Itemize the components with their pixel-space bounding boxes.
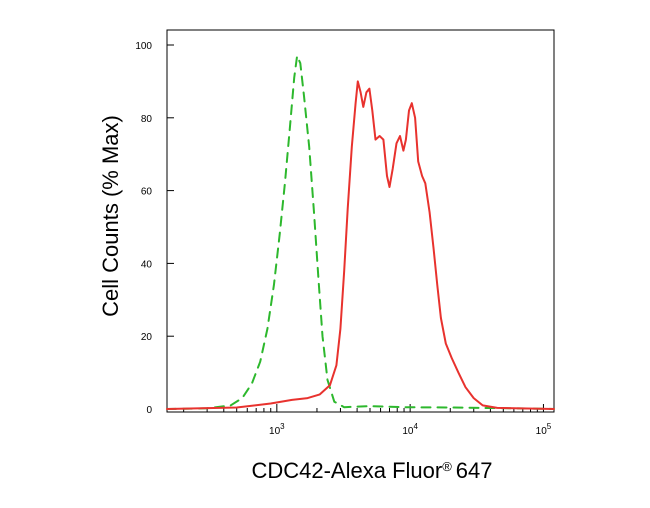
y-axis-title: Cell Counts (% Max) xyxy=(98,115,123,317)
x-tick-base: 10 xyxy=(269,426,281,437)
x-axis-title-registered: ® xyxy=(442,459,452,474)
y-tick-label: 0 xyxy=(146,405,152,416)
x-axis: 103 104 105 xyxy=(183,404,552,437)
y-tick-label: 60 xyxy=(141,187,153,198)
x-tick-exponent: 3 xyxy=(280,422,285,431)
y-tick-label: 20 xyxy=(141,332,153,343)
y-tick-label: 100 xyxy=(135,41,152,52)
x-tick-label: 103 xyxy=(269,422,285,437)
x-tick-label: 104 xyxy=(402,422,418,437)
x-tick-label: 105 xyxy=(536,422,552,437)
x-tick-base: 10 xyxy=(402,426,414,437)
x-tick-exponent: 5 xyxy=(547,422,552,431)
y-tick-label: 80 xyxy=(141,114,153,125)
x-tick-base: 10 xyxy=(536,426,548,437)
x-axis-title-tail: 647 xyxy=(456,458,493,483)
x-axis-title-main: CDC42-Alexa Fluor xyxy=(251,458,442,483)
sample-histogram-line xyxy=(166,80,555,410)
x-axis-title: CDC42-Alexa Fluor® 647 xyxy=(251,458,492,483)
series-layer xyxy=(166,54,555,410)
y-tick-label: 40 xyxy=(141,259,153,270)
y-axis: 0 20 40 60 80 100 xyxy=(135,41,174,416)
plot-frame xyxy=(166,29,555,413)
x-tick-exponent: 4 xyxy=(413,422,418,431)
control-histogram-line xyxy=(166,54,555,410)
